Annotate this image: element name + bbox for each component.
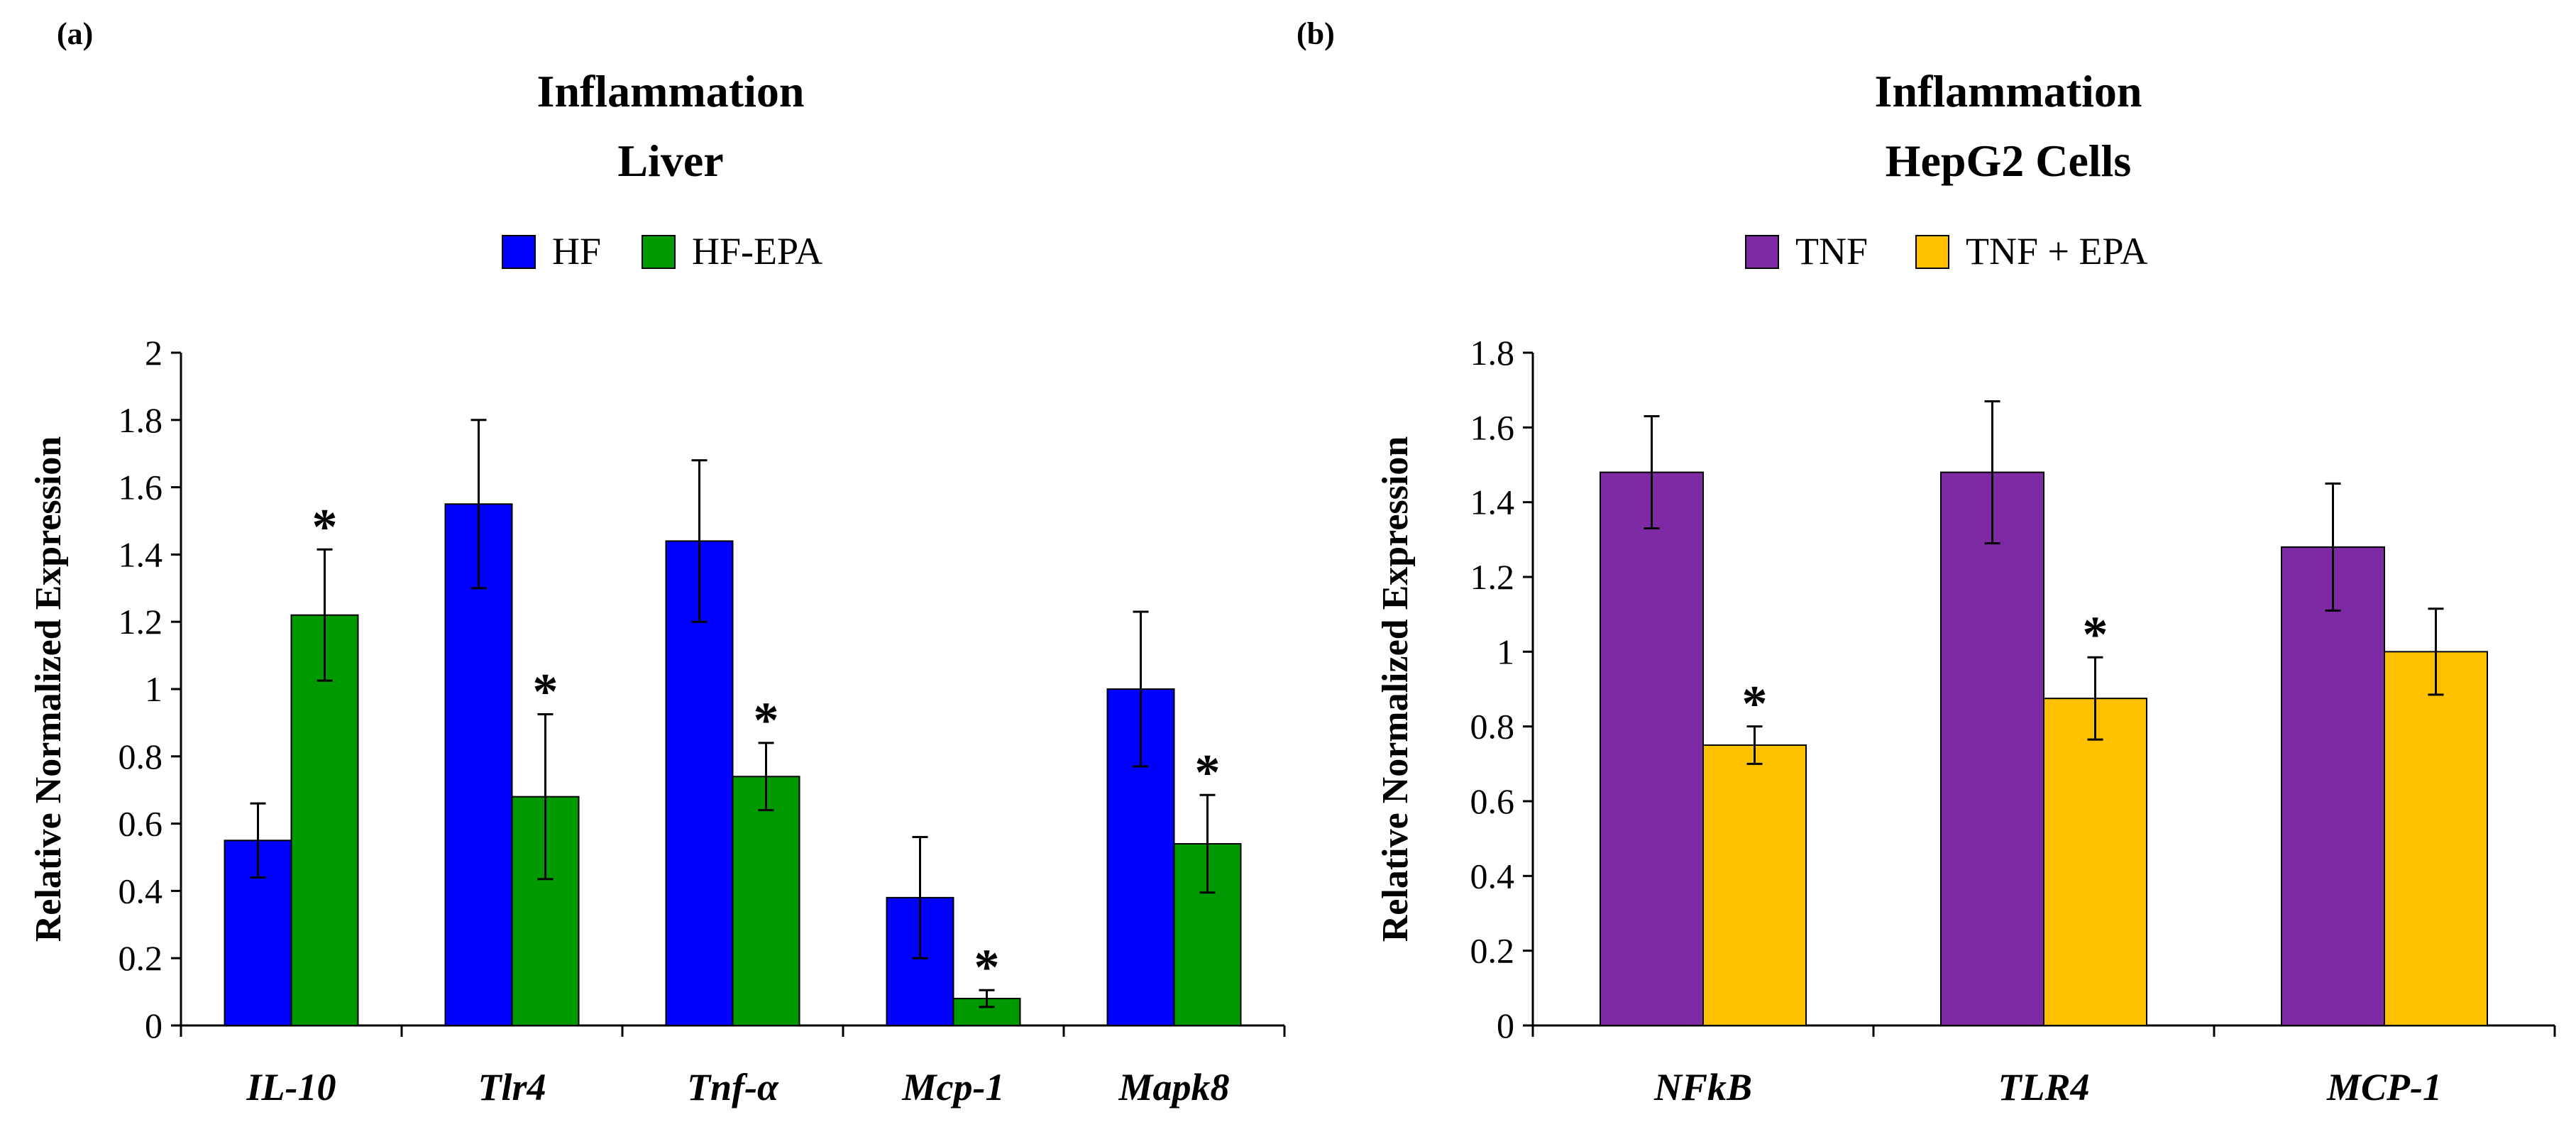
chart-title-line: Inflammation	[1875, 66, 2142, 116]
legend-swatch	[642, 236, 675, 268]
bar	[1703, 745, 1806, 1025]
chart-panel-1: (b) Inflammation HepG2 Cells TNF TNF + EPA 0 0…	[1297, 16, 2555, 1108]
y-tick-label: 1.8	[1470, 333, 1515, 373]
y-axis-label: Relative Normalized Expression	[1375, 436, 1416, 942]
chart-panel-0: (a) Inflammation Liver HF HF-EPA 0 0.2 0.4 0.6 0.…	[28, 16, 1284, 1108]
chart-title-line: Inflammation	[537, 66, 805, 116]
legend-label: TNF + EPA	[1966, 230, 2148, 273]
significance-marker: *	[754, 692, 779, 749]
bar	[2281, 547, 2384, 1025]
x-category-label: Tnf-α	[687, 1066, 779, 1108]
x-category-label: MCP-1	[2326, 1066, 2442, 1108]
significance-marker: *	[1742, 676, 1768, 732]
panel-label: (b)	[1297, 16, 1335, 51]
bar	[1941, 473, 2044, 1025]
y-tick-label: 1.4	[1470, 483, 1515, 522]
x-category-label: Mapk8	[1118, 1066, 1229, 1108]
y-tick-label: 0.4	[1470, 856, 1515, 896]
y-tick-label: 0.6	[119, 804, 163, 844]
significance-marker: *	[974, 939, 1000, 996]
bar	[2044, 698, 2147, 1025]
y-tick-label: 1	[1497, 632, 1514, 671]
legend-label: TNF	[1795, 230, 1868, 273]
legend-swatch	[1746, 236, 1778, 268]
y-tick-label: 0	[145, 1006, 163, 1045]
x-category-label: Mcp-1	[902, 1066, 1005, 1108]
significance-marker: *	[533, 664, 558, 720]
y-tick-label: 0.2	[119, 938, 163, 978]
y-tick-label: 1.6	[1470, 407, 1515, 447]
y-tick-label: 1.2	[119, 602, 163, 642]
y-tick-label: 1.8	[119, 400, 163, 440]
y-axis-label: Relative Normalized Expression	[28, 436, 69, 942]
x-category-label: TLR4	[1998, 1066, 2090, 1108]
panel-label: (a)	[57, 16, 93, 51]
y-tick-label: 0.8	[1470, 707, 1515, 747]
y-tick-label: 1.4	[119, 534, 163, 574]
x-category-label: NFkB	[1653, 1066, 1752, 1108]
y-tick-label: 0.8	[119, 737, 163, 776]
significance-marker: *	[312, 498, 338, 555]
y-tick-label: 2	[145, 333, 163, 373]
y-tick-label: 0.2	[1470, 931, 1515, 971]
chart-title-line: HepG2 Cells	[1886, 136, 2132, 186]
significance-marker: *	[2083, 606, 2108, 663]
y-tick-label: 1	[145, 669, 163, 709]
y-tick-label: 0.6	[1470, 781, 1515, 821]
legend-swatch	[1916, 236, 1949, 268]
bar	[2384, 651, 2487, 1025]
bar	[733, 776, 800, 1025]
x-category-label: IL-10	[246, 1066, 336, 1108]
legend-swatch	[502, 236, 535, 268]
legend-label: HF	[552, 230, 601, 273]
x-category-label: Tlr4	[478, 1066, 546, 1108]
y-tick-label: 1.6	[119, 468, 163, 507]
y-tick-label: 0	[1497, 1006, 1514, 1045]
bar	[1600, 473, 1703, 1025]
y-tick-label: 1.2	[1470, 557, 1515, 597]
significance-marker: *	[1195, 744, 1221, 800]
chart-figure: (a) Inflammation Liver HF HF-EPA 0 0.2 0.4 0.6 0.…	[0, 0, 2576, 1135]
legend-label: HF-EPA	[692, 230, 822, 273]
chart-title-line: Liver	[617, 136, 723, 186]
y-tick-label: 0.4	[119, 871, 163, 910]
